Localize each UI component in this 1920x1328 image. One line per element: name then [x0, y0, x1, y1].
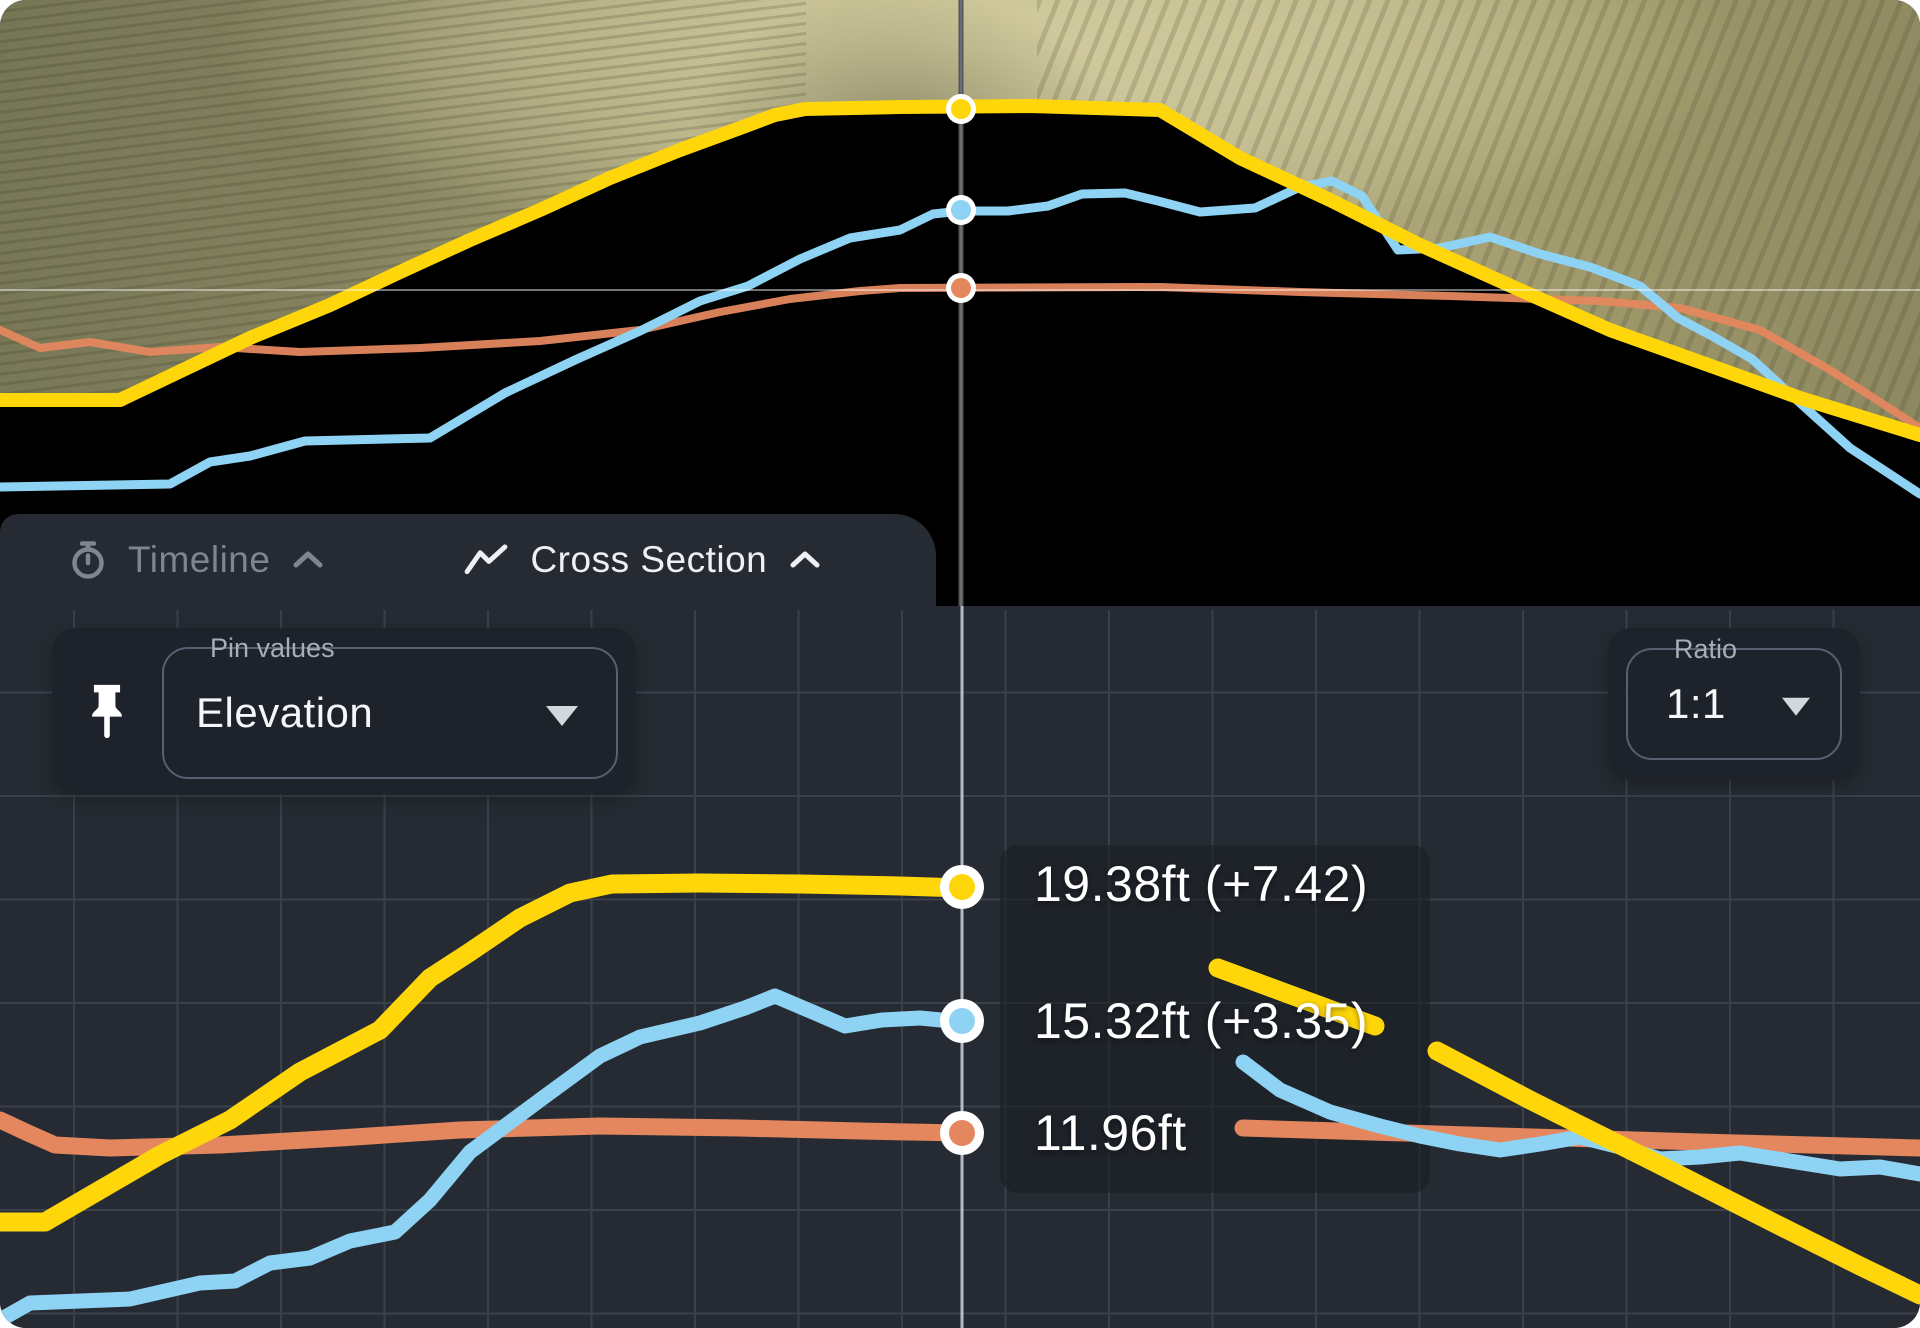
survey-surface-line-3d — [0, 176, 1920, 499]
design-elevation-readout: 19.38ft (+7.42) — [1034, 856, 1369, 912]
pin-values-dropdown[interactable]: Pin values Elevation — [162, 633, 618, 779]
caret-down-icon — [546, 706, 578, 726]
line-chart-icon — [465, 544, 508, 575]
terrain-3d-view[interactable]: Timeline Cross Section — [0, 0, 1920, 606]
pin-values-dropdown-value: Elevation — [196, 689, 374, 736]
caret-down-icon — [1782, 697, 1810, 716]
base-pin-dot-chart[interactable] — [940, 1111, 984, 1155]
ratio-panel: Ratio 1:1 — [1608, 628, 1860, 780]
design-surface-line-3d — [0, 99, 1920, 442]
pushpin-icon — [92, 684, 122, 739]
survey-pin-dot-chart[interactable] — [940, 999, 984, 1043]
tab-cross-section[interactable]: Cross Section — [464, 539, 821, 581]
bottom-panel-tabs: Timeline Cross Section — [0, 514, 936, 606]
tab-timeline[interactable]: Timeline — [70, 539, 324, 581]
base-surface-line-3d — [0, 283, 1920, 432]
design-pin-dot-chart[interactable] — [940, 865, 984, 909]
survey-elevation-readout: 15.32ft (+3.35) — [1034, 993, 1369, 1049]
pin-values-panel: Pin values Elevation — [52, 628, 636, 794]
tab-cross-section-label: Cross Section — [530, 539, 768, 580]
tab-timeline-label: Timeline — [128, 539, 271, 580]
pin-values-dropdown-label: Pin values — [210, 633, 335, 663]
ratio-dropdown-label: Ratio — [1674, 634, 1738, 664]
cross-section-cut-overlay — [0, 0, 1920, 606]
pin-values-button[interactable] — [52, 683, 162, 739]
design-pin-dot-3d[interactable] — [946, 94, 976, 124]
design-surface-line-chart — [0, 873, 1920, 1305]
survey-pin-dot-3d[interactable] — [946, 195, 976, 225]
chevron-up-icon[interactable] — [789, 550, 821, 570]
base-elevation-readout: 11.96ft — [1034, 1105, 1187, 1161]
survey-surface-line-chart — [0, 988, 1920, 1328]
ratio-dropdown-value: 1:1 — [1666, 680, 1726, 727]
cross-section-chart[interactable]: 19.38ft (+7.42) 15.32ft (+3.35) 11.96ft … — [0, 606, 1920, 1328]
chart-canvas — [0, 606, 1920, 1328]
base-pin-dot-3d[interactable] — [946, 273, 976, 303]
stopwatch-icon — [72, 541, 104, 579]
chevron-up-icon[interactable] — [292, 550, 324, 570]
ratio-dropdown[interactable]: Ratio 1:1 — [1626, 634, 1842, 760]
